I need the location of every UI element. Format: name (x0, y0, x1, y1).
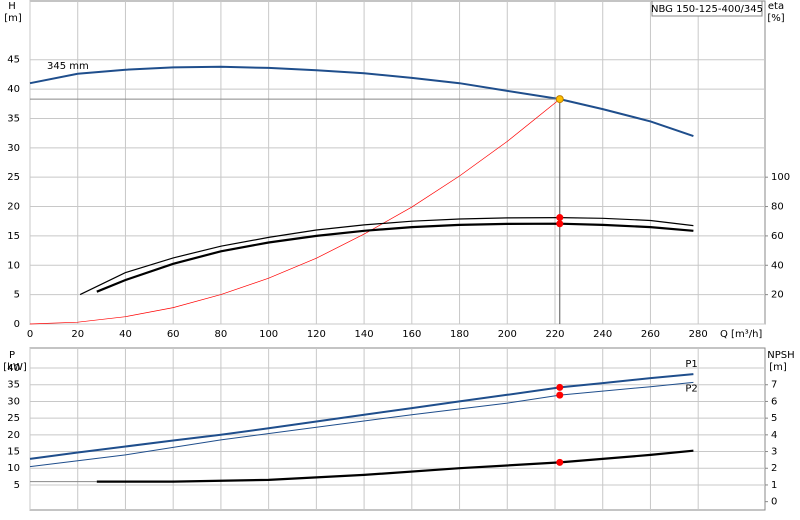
y2-tick-label: 2 (771, 463, 777, 474)
series-line (29, 98, 561, 325)
x-tick-label: 220 (545, 329, 564, 340)
y2-axis-label: eta (768, 1, 784, 12)
y-tick-label: 5 (14, 290, 20, 301)
series-line (96, 222, 694, 293)
y-tick-label: 15 (7, 231, 20, 242)
x-tick-label: 140 (355, 329, 374, 340)
duty-point (556, 458, 564, 466)
y-axis-label: P (9, 350, 15, 361)
series-line (29, 381, 694, 468)
y2-tick-label: 3 (771, 447, 777, 458)
series-line (29, 373, 694, 460)
y2-axis-label: NPSH (767, 350, 794, 361)
y-tick-label: 15 (7, 447, 20, 458)
y-tick-label: 25 (7, 413, 20, 424)
x-tick-label: 120 (307, 329, 326, 340)
series-line (79, 216, 694, 296)
duty-point (556, 391, 564, 399)
y2-tick-label: 1 (771, 480, 777, 491)
y2-tick-label: 7 (771, 380, 777, 391)
y-tick-label: 35 (7, 113, 20, 124)
duty-point (555, 95, 564, 104)
y-tick-label: 40 (7, 84, 20, 95)
y-axis-unit: [m] (4, 13, 22, 24)
x-tick-label: 280 (689, 329, 708, 340)
x-tick-label: 80 (215, 329, 228, 340)
y-tick-label: 30 (7, 143, 20, 154)
y2-tick-label: 40 (771, 260, 784, 271)
series-label: P1 (685, 359, 697, 370)
y-tick-label: 35 (7, 380, 20, 391)
y2-tick-label: 0 (771, 497, 777, 508)
y2-tick-label: 6 (771, 396, 777, 407)
y2-tick-label: 80 (771, 202, 784, 213)
y2-tick-label: 5 (771, 413, 777, 424)
y2-tick-label: 60 (771, 231, 784, 242)
y2-tick-label: 4 (771, 430, 777, 441)
series-label: 345 mm (47, 61, 89, 72)
series-line (96, 449, 694, 483)
y-axis-label: H (8, 1, 16, 12)
chart-title: NBG 150-125-400/345 (651, 4, 763, 15)
x-tick-label: 200 (498, 329, 517, 340)
y-axis-unit: [kW] (3, 362, 27, 373)
x-tick-label: 180 (450, 329, 469, 340)
y-tick-label: 10 (7, 260, 20, 271)
plot-frame (29, 347, 766, 511)
x-tick-label: 240 (593, 329, 612, 340)
y2-tick-label: 100 (771, 172, 790, 183)
y2-axis-unit: [m] (769, 362, 787, 373)
x-tick-label: 100 (259, 329, 278, 340)
y-tick-label: 0 (14, 319, 20, 330)
y-tick-label: 45 (7, 55, 20, 66)
x-tick-label: 20 (71, 329, 84, 340)
x-tick-label: 60 (167, 329, 180, 340)
y-tick-label: 30 (7, 396, 20, 407)
x-tick-label: 260 (641, 329, 660, 340)
y-tick-label: 40 (7, 363, 20, 374)
y-tick-label: 20 (7, 202, 20, 213)
duty-point (556, 214, 564, 222)
y-tick-label: 5 (14, 480, 20, 491)
x-tick-label: 40 (119, 329, 132, 340)
y2-axis-unit: [%] (767, 13, 784, 24)
title-box (651, 0, 763, 17)
y-tick-label: 10 (7, 463, 20, 474)
y-tick-label: 20 (7, 430, 20, 441)
y-tick-label: 25 (7, 172, 20, 183)
series-label: P2 (685, 383, 697, 394)
y2-tick-label: 20 (771, 290, 784, 301)
duty-point (556, 220, 564, 228)
x-tick-label: 160 (402, 329, 421, 340)
duty-point (556, 383, 564, 391)
series-line (29, 65, 694, 138)
x-axis-label: Q [m³/h] (720, 329, 762, 340)
x-tick-label: 0 (27, 329, 33, 340)
